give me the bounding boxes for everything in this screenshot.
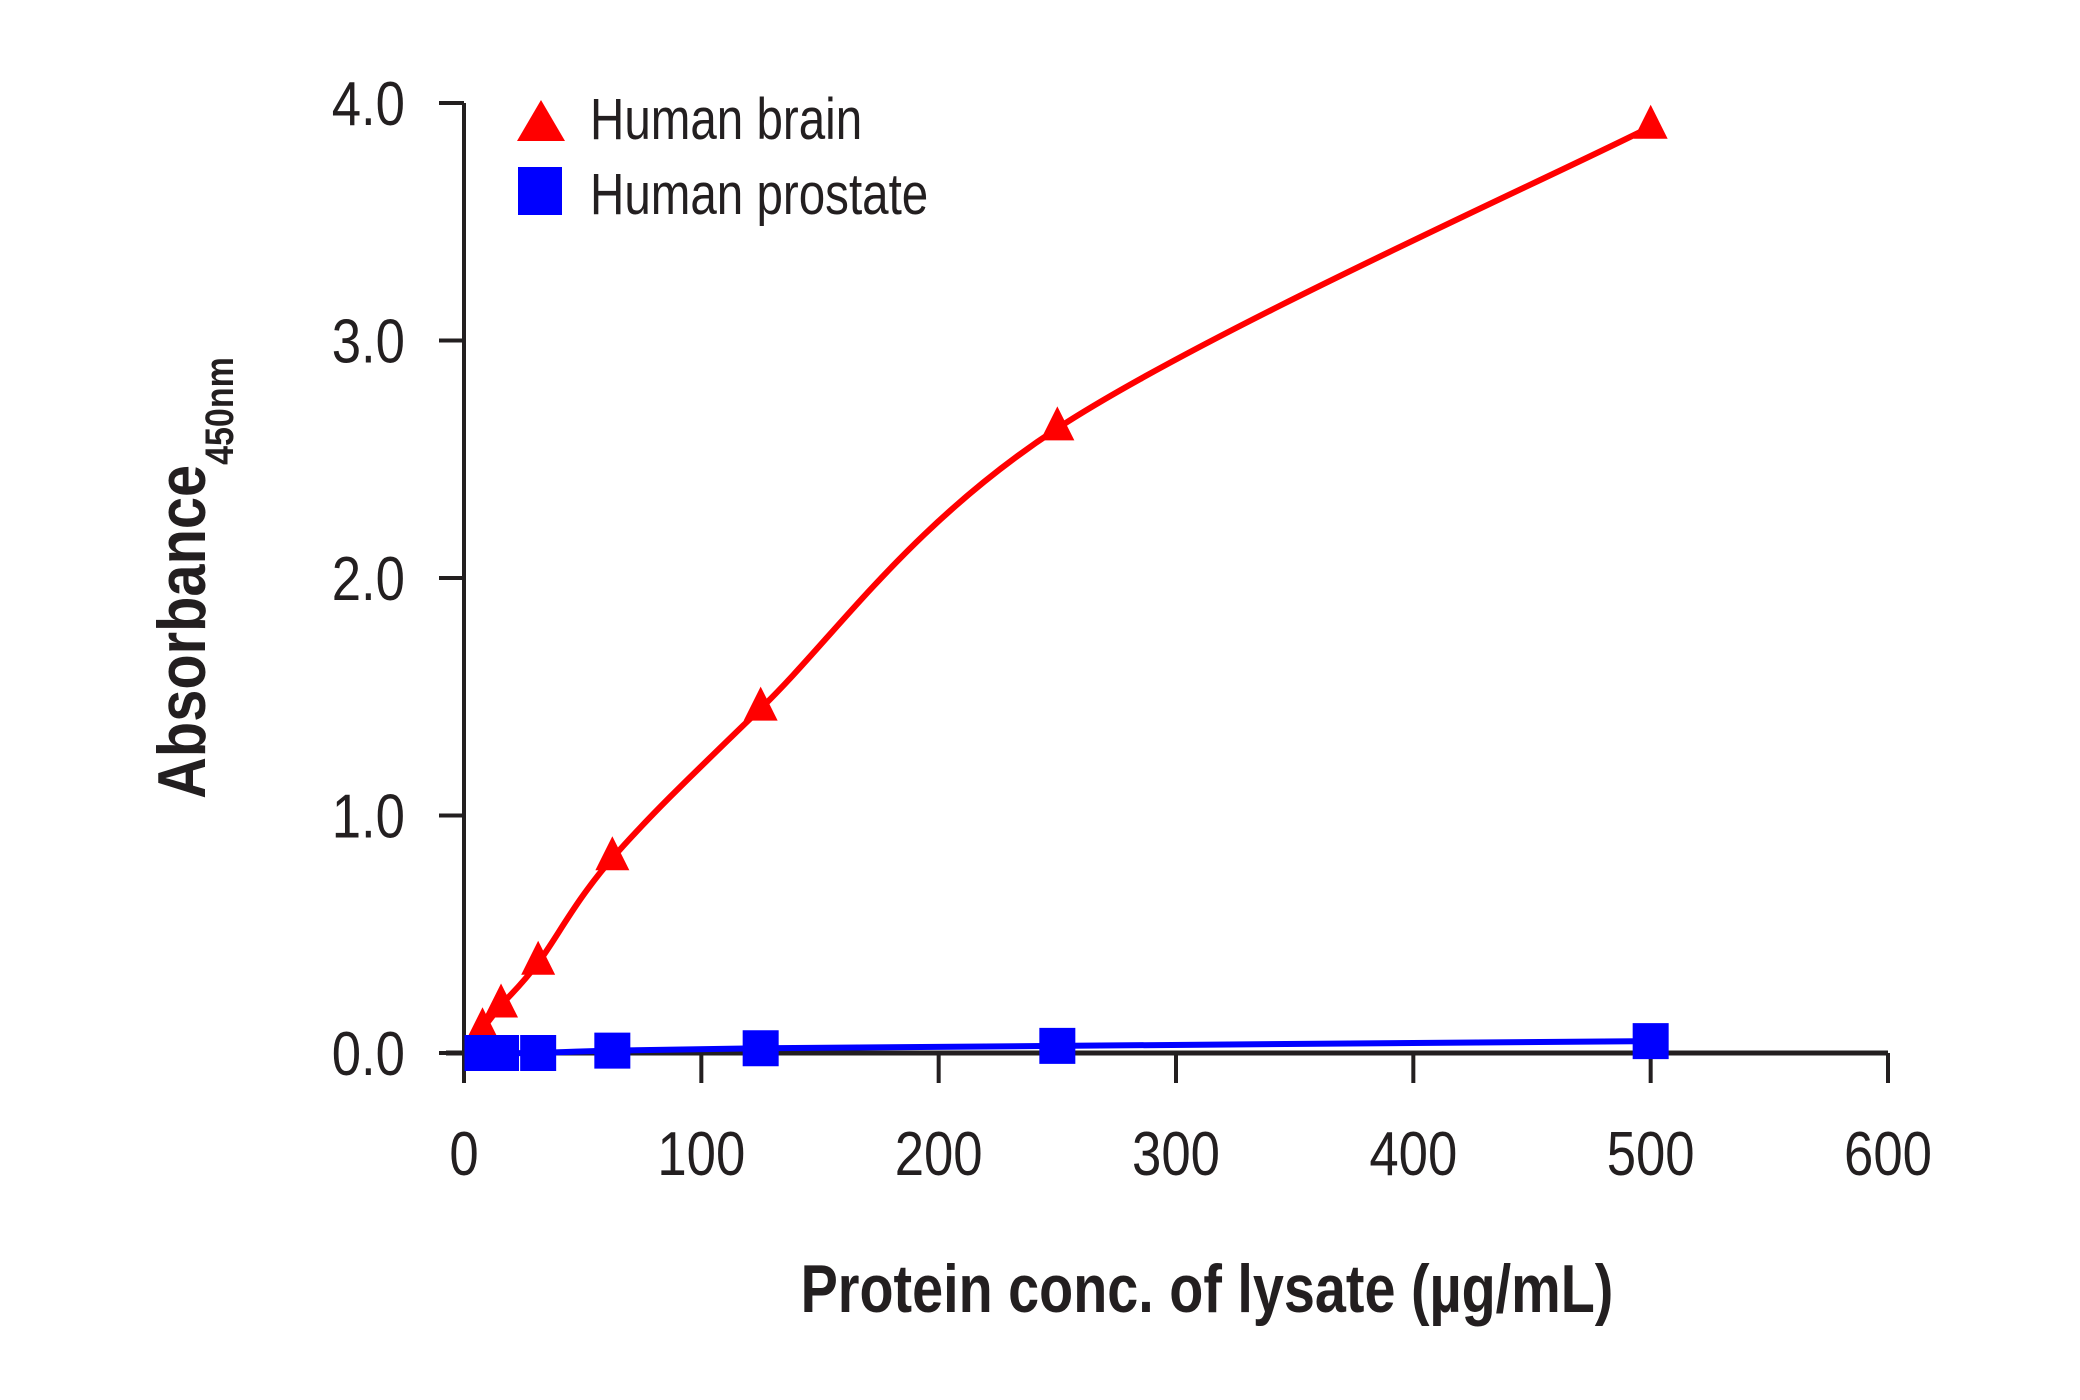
data-point-human-prostate bbox=[483, 1035, 520, 1071]
data-point-human-brain bbox=[743, 686, 778, 721]
data-point-human-brain bbox=[1040, 406, 1075, 441]
x-tick-label: 500 bbox=[1607, 1120, 1695, 1189]
data-point-human-brain bbox=[465, 1007, 500, 1042]
data-point-human-brain bbox=[484, 983, 519, 1018]
x-tick-label: 600 bbox=[1844, 1120, 1932, 1189]
x-tick-label: 200 bbox=[895, 1120, 983, 1189]
legend: Human brain Human prostate bbox=[517, 88, 928, 228]
y-axis-title-subscript: 450nm bbox=[196, 357, 241, 465]
data-point-human-brain bbox=[521, 940, 556, 975]
data-point-human-brain bbox=[1633, 104, 1668, 139]
y-tick-label: 1.0 bbox=[332, 783, 405, 852]
y-axis-title-main: Absorbance bbox=[145, 465, 220, 799]
x-tick-label: 400 bbox=[1369, 1120, 1457, 1189]
x-tick-label: 300 bbox=[1132, 1120, 1220, 1189]
y-tick-label: 3.0 bbox=[332, 308, 405, 377]
legend-label-human-prostate: Human prostate bbox=[590, 163, 928, 228]
data-point-human-prostate bbox=[520, 1035, 557, 1071]
y-tick-label: 2.0 bbox=[332, 545, 405, 614]
data-point-human-prostate bbox=[1039, 1027, 1076, 1064]
x-tick-label: 0 bbox=[449, 1120, 478, 1189]
series-line-human-brain bbox=[480, 124, 1653, 1032]
x-axis-title: Protein conc. of lysate (µg/mL) bbox=[801, 1252, 1614, 1327]
series-layer bbox=[464, 104, 1669, 1071]
y-axis-title: Absorbance450nm bbox=[145, 357, 242, 799]
data-point-human-prostate bbox=[742, 1030, 779, 1067]
y-tick-label: 0.0 bbox=[332, 1020, 405, 1089]
legend-marker-human-prostate bbox=[518, 167, 562, 215]
data-point-human-prostate bbox=[594, 1032, 631, 1069]
x-tick-label: 100 bbox=[657, 1120, 745, 1189]
data-point-human-prostate bbox=[1632, 1023, 1669, 1060]
legend-label-human-brain: Human brain bbox=[590, 88, 862, 153]
data-point-human-brain bbox=[595, 836, 630, 871]
legend-marker-human-brain bbox=[517, 100, 565, 141]
axes: 0 100 200 300 400 500 600 0.0 1.0 2.0 3.0 4.0 bbox=[332, 70, 1932, 1189]
y-tick-label: 4.0 bbox=[332, 70, 405, 139]
